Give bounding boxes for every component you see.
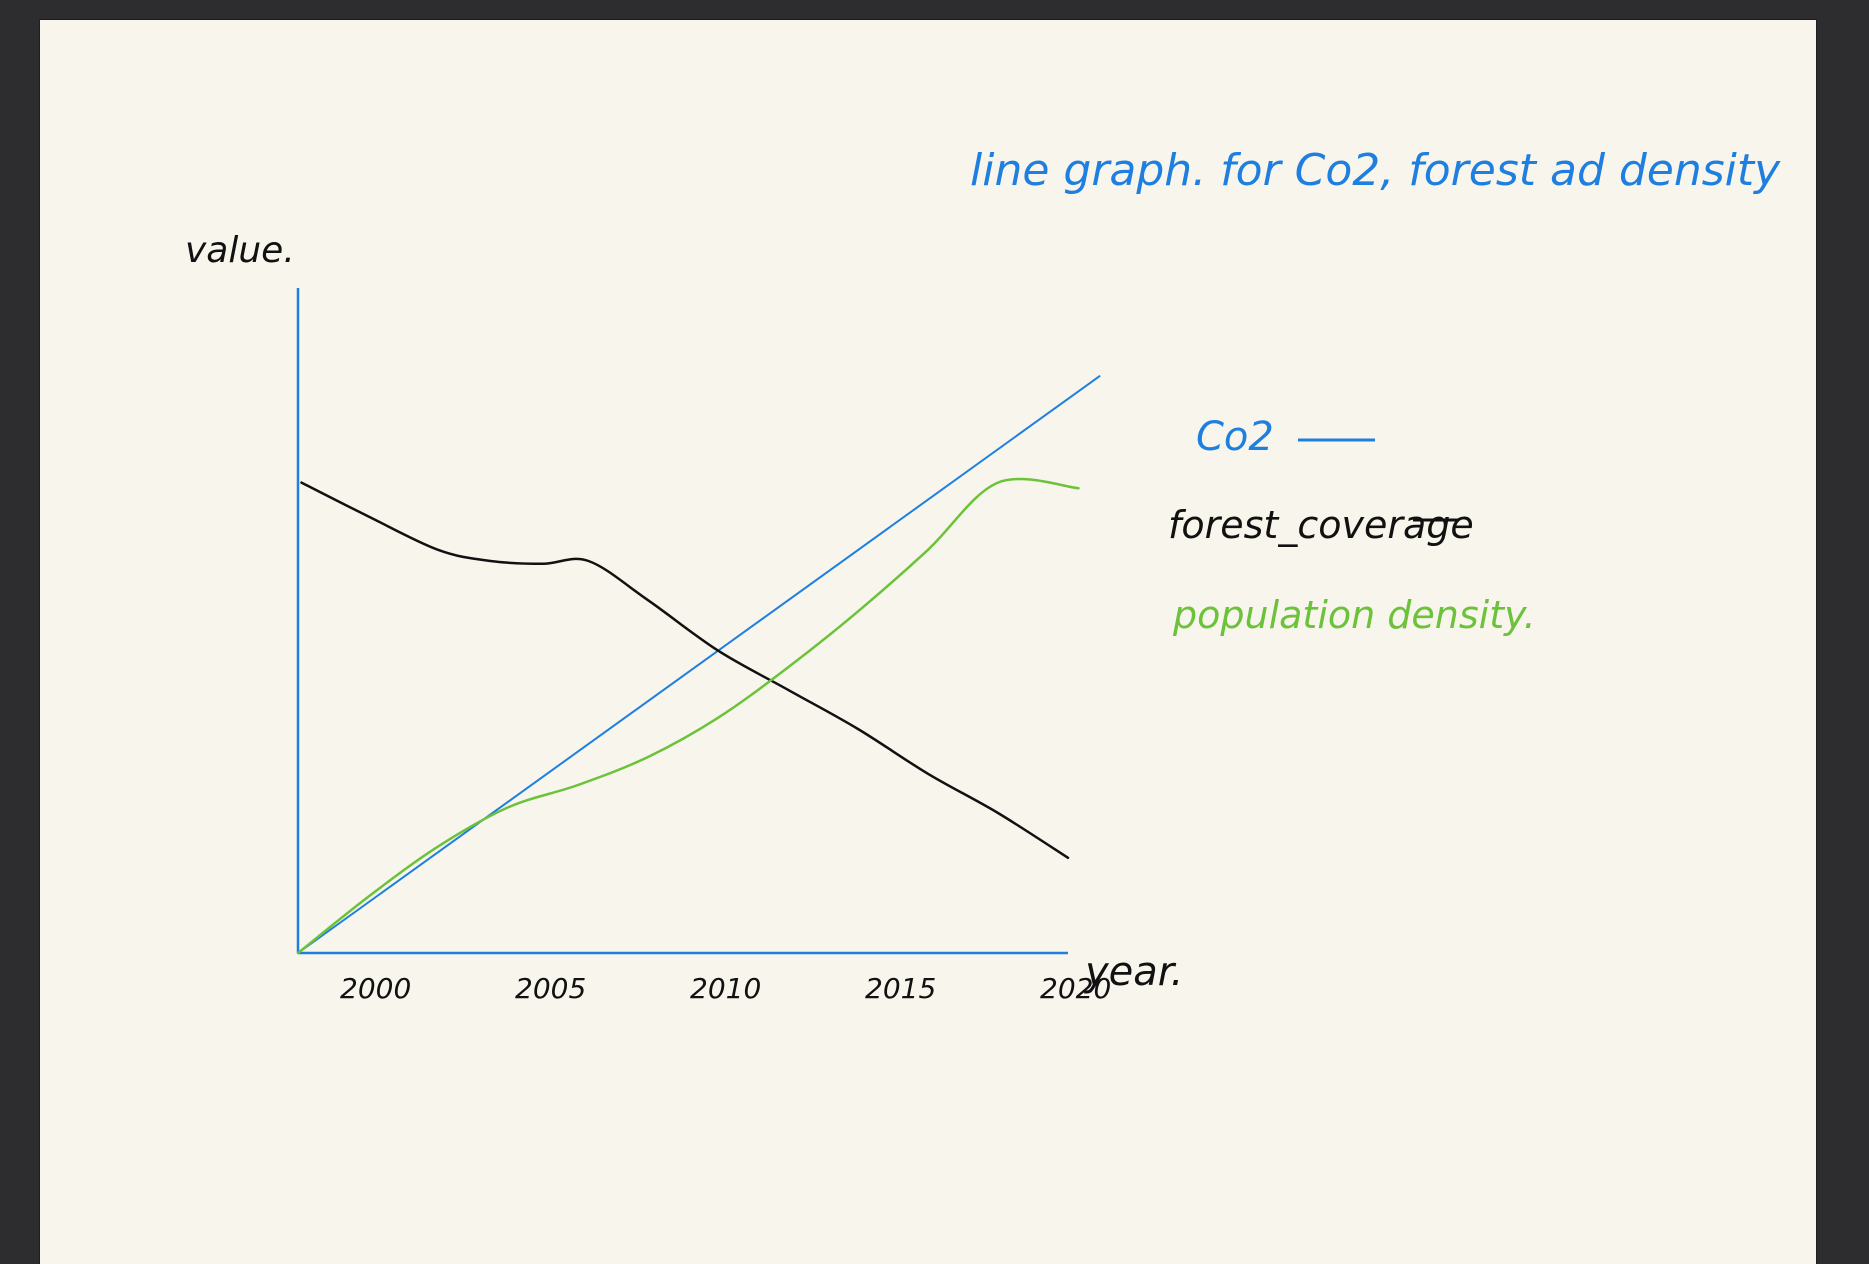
legend-label-population: population density. <box>1172 593 1536 637</box>
legend-label-co2: Co2 <box>1196 414 1274 460</box>
series-line-population-density <box>296 477 1080 955</box>
legend: Co2 forest_coverage population density. <box>1168 414 1536 637</box>
canvas-paper <box>40 20 1816 1264</box>
chart-title: line graph. for Co2, forest ad density <box>970 145 1781 196</box>
series-line-co2 <box>297 375 1101 954</box>
x-tick-label: 2010 <box>690 972 761 1005</box>
x-tick-labels: 2000 2005 2010 2015 2020 <box>340 972 1111 1005</box>
x-tick-label: 2000 <box>340 972 411 1005</box>
series-lines <box>296 375 1101 955</box>
x-tick-label: 2015 <box>865 972 936 1005</box>
x-tick-label: 2005 <box>515 972 586 1005</box>
series-line-forest-coverage <box>300 481 1070 860</box>
x-tick-label: 2020 <box>1040 972 1111 1005</box>
y-axis-label: value. <box>185 230 295 271</box>
x-axis-label: year. <box>1084 949 1183 995</box>
legend-label-forest: forest_coverage <box>1168 503 1474 547</box>
